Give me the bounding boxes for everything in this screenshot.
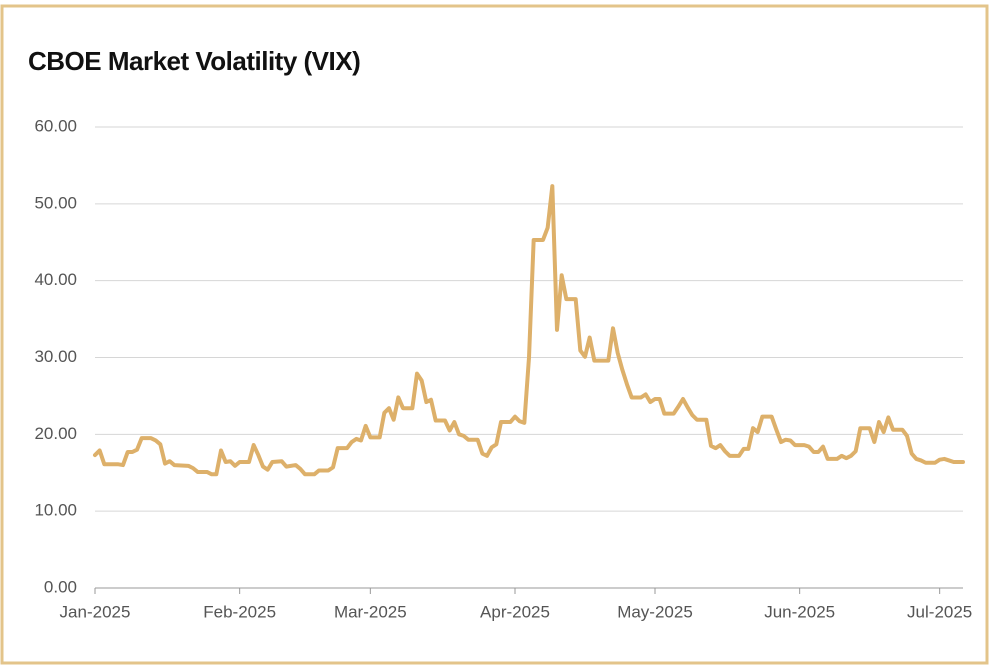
- x-tick-label: Jan-2025: [60, 602, 131, 621]
- y-tick-label: 60.00: [34, 116, 77, 135]
- x-tick-label: Jun-2025: [764, 602, 835, 621]
- y-tick-label: 50.00: [34, 193, 77, 212]
- y-tick-label: 30.00: [34, 347, 77, 366]
- y-tick-label: 40.00: [34, 270, 77, 289]
- y-tick-label: 20.00: [34, 424, 77, 443]
- x-tick-label: May-2025: [617, 602, 693, 621]
- x-tick-label: Jul-2025: [907, 602, 972, 621]
- y-tick-label: 0.00: [44, 577, 77, 596]
- frame: [0, 4, 989, 665]
- x-tick-label: Mar-2025: [334, 602, 407, 621]
- chart-title: CBOE Market Volatility (VIX): [28, 46, 360, 76]
- series-line: [93, 184, 965, 477]
- y-tick-label: 10.00: [34, 501, 77, 520]
- x-tick-label: Apr-2025: [480, 602, 550, 621]
- x-tick-label: Feb-2025: [203, 602, 276, 621]
